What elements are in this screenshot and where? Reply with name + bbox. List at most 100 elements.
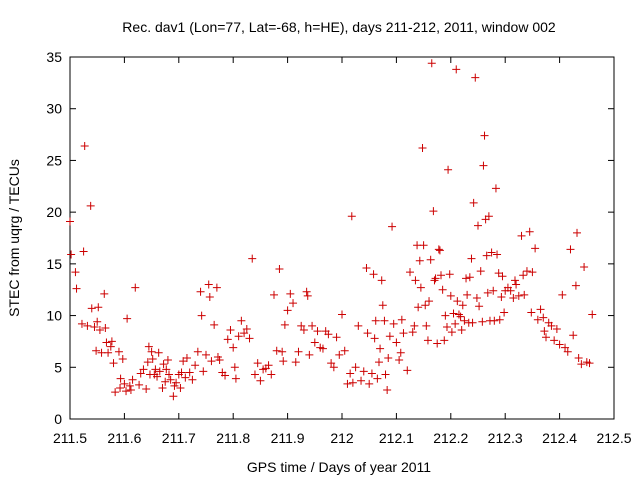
data-point	[369, 270, 378, 279]
data-point	[197, 311, 206, 320]
data-point	[158, 383, 167, 392]
x-tick-label: 212	[330, 430, 354, 446]
data-point	[86, 201, 95, 210]
data-point	[454, 310, 463, 319]
data-point	[332, 333, 341, 342]
data-point	[126, 386, 135, 395]
data-point	[280, 320, 289, 329]
data-point	[588, 310, 597, 319]
data-point	[245, 334, 254, 343]
data-point	[415, 256, 424, 265]
data-point	[522, 267, 531, 276]
data-point	[510, 276, 519, 285]
data-point	[335, 350, 344, 359]
data-point	[205, 292, 214, 301]
data-point	[223, 335, 232, 344]
data-point	[162, 365, 171, 374]
data-point	[367, 369, 376, 378]
data-point	[107, 337, 116, 346]
data-point	[392, 338, 401, 347]
data-point	[371, 316, 380, 325]
data-point	[215, 356, 224, 365]
data-point	[384, 353, 393, 362]
data-point	[125, 381, 134, 390]
data-point	[478, 317, 487, 326]
data-point	[493, 250, 502, 259]
x-axis: 211.5 211.6 211.7 211.8 211.9 212 212.1 212.2 21…	[53, 57, 632, 446]
data-point	[437, 271, 446, 280]
data-point	[308, 321, 317, 330]
data-point	[550, 336, 559, 345]
data-point	[389, 319, 398, 328]
x-tick-label: 212.1	[379, 430, 414, 446]
data-point	[303, 291, 312, 300]
data-point	[147, 347, 156, 356]
data-point	[87, 304, 96, 313]
data-point	[181, 373, 190, 382]
data-point	[585, 359, 594, 368]
data-point	[441, 311, 450, 320]
x-tick-label: 211.5	[53, 430, 87, 446]
data-point	[122, 387, 131, 396]
data-point	[340, 346, 349, 355]
data-point	[302, 287, 311, 296]
data-point	[380, 316, 389, 325]
data-point	[77, 319, 86, 328]
data-point	[456, 312, 465, 321]
data-point	[226, 326, 235, 335]
data-point	[161, 377, 170, 386]
data-point	[490, 316, 499, 325]
data-point	[71, 268, 80, 277]
data-point	[188, 375, 197, 384]
data-point	[348, 378, 357, 387]
data-point	[422, 321, 431, 330]
data-point	[66, 217, 74, 226]
data-point	[100, 289, 109, 298]
data-point	[210, 320, 219, 329]
data-point	[457, 326, 466, 335]
data-point	[482, 251, 491, 260]
data-point	[275, 265, 284, 274]
x-tick-label: 212.2	[433, 430, 468, 446]
data-point	[297, 321, 306, 330]
data-points	[66, 59, 597, 401]
y-axis-label: STEC from uqrg / TECUs	[6, 159, 22, 317]
data-point	[500, 308, 509, 317]
data-point	[468, 318, 477, 327]
data-point	[527, 308, 536, 317]
data-point	[536, 305, 545, 314]
x-tick-label: 211.7	[162, 430, 196, 446]
data-point	[566, 245, 575, 254]
data-point	[270, 290, 278, 299]
data-point	[90, 322, 99, 331]
data-point	[442, 322, 451, 331]
data-point	[346, 369, 355, 378]
data-point	[561, 343, 570, 352]
data-point	[514, 291, 523, 300]
data-point	[234, 332, 243, 341]
data-point	[231, 374, 240, 383]
data-point	[552, 325, 561, 334]
data-point	[299, 326, 308, 335]
data-point	[517, 231, 526, 240]
data-point	[123, 314, 132, 323]
data-point	[154, 348, 163, 357]
data-point	[139, 365, 148, 374]
data-point	[72, 284, 81, 293]
data-point	[343, 379, 352, 388]
data-point	[528, 268, 537, 277]
data-point	[558, 290, 567, 299]
data-point	[135, 380, 144, 389]
data-point	[419, 241, 428, 250]
data-point	[440, 336, 449, 345]
data-point	[221, 371, 230, 380]
data-point	[449, 309, 458, 318]
data-point	[542, 333, 550, 342]
data-point	[377, 276, 386, 285]
data-point	[365, 379, 374, 388]
data-point	[403, 366, 412, 375]
data-point	[163, 356, 172, 365]
data-point	[555, 340, 564, 349]
data-point	[166, 375, 175, 384]
